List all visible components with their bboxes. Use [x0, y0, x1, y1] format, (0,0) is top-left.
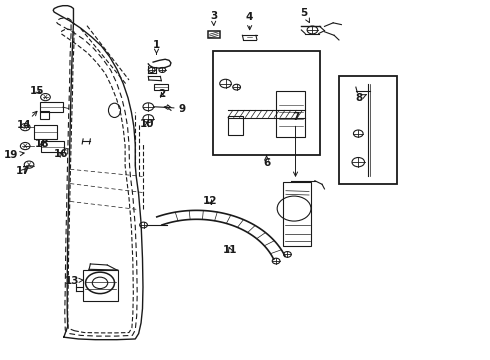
Text: 13: 13	[65, 276, 83, 286]
Text: 5: 5	[300, 8, 310, 23]
Text: 18: 18	[35, 139, 49, 149]
Text: 3: 3	[210, 11, 217, 26]
Text: 16: 16	[54, 149, 68, 159]
Bar	[228, 116, 244, 135]
Bar	[40, 111, 49, 119]
Text: 12: 12	[202, 196, 217, 206]
Text: 2: 2	[158, 89, 166, 99]
Text: 8: 8	[356, 93, 366, 103]
Bar	[276, 91, 305, 137]
Bar	[40, 102, 63, 112]
Text: 10: 10	[140, 118, 154, 129]
Bar	[283, 182, 312, 246]
Text: 9: 9	[164, 104, 185, 113]
Bar	[208, 31, 220, 38]
Bar	[41, 141, 64, 152]
Bar	[339, 76, 397, 184]
Text: 17: 17	[16, 166, 30, 176]
Bar	[83, 270, 118, 301]
Text: 6: 6	[263, 156, 270, 168]
Text: 15: 15	[30, 86, 45, 96]
Bar	[34, 125, 57, 139]
Text: 4: 4	[246, 12, 253, 30]
Text: 7: 7	[292, 112, 299, 176]
Bar	[153, 84, 168, 90]
Bar	[214, 51, 319, 155]
Text: 14: 14	[16, 111, 37, 130]
Text: 11: 11	[222, 245, 237, 255]
Text: 1: 1	[153, 40, 160, 54]
Text: 19: 19	[4, 150, 24, 160]
